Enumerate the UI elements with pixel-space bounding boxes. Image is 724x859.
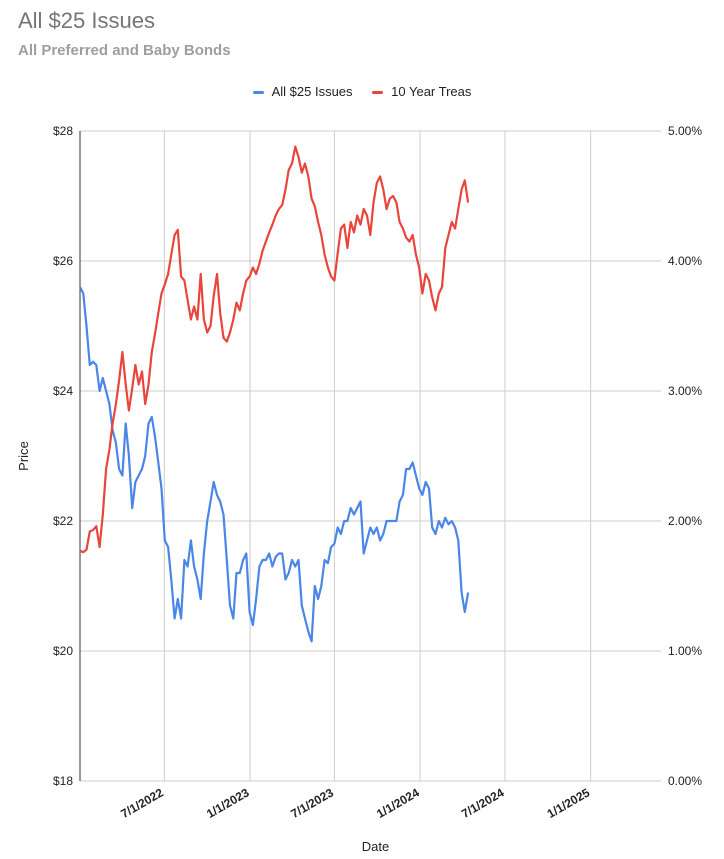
chart-legend: All $25 Issues 10 Year Treas <box>0 84 724 99</box>
series-line-0 <box>79 286 470 643</box>
chart-title: All $25 Issues <box>18 8 155 33</box>
y-left-tick-label: $24 <box>53 384 73 398</box>
x-tick-label: 1/1/2023 <box>204 785 252 821</box>
y-left-tick-label: $18 <box>53 774 73 788</box>
x-tick-label: 1/1/2025 <box>545 785 593 821</box>
y-right-tick-label: 5.00% <box>668 124 702 138</box>
y-axis-title: Price <box>16 441 31 471</box>
legend-swatch-red <box>372 91 384 95</box>
chart-subtitle: All Preferred and Baby Bonds <box>18 42 231 59</box>
y-left-tick-label: $28 <box>53 124 73 138</box>
y-right-tick-label: 2.00% <box>668 514 702 528</box>
legend-swatch-blue <box>252 91 264 95</box>
y-right-tick-label: 0.00% <box>668 774 702 788</box>
y-left-tick-label: $22 <box>53 514 73 528</box>
y-left-tick-label: $20 <box>53 644 73 658</box>
legend-item-all-25-issues[interactable]: All $25 Issues <box>252 84 353 99</box>
y-right-tick-label: 1.00% <box>668 644 702 658</box>
y-right-tick-label: 4.00% <box>668 254 702 268</box>
legend-label: All $25 Issues <box>271 84 353 99</box>
x-axis-title: Date <box>362 839 389 854</box>
series-line-1 <box>79 145 470 554</box>
x-tick-label: 7/1/2024 <box>459 785 507 821</box>
x-tick-label: 7/1/2023 <box>288 785 336 821</box>
y-left-tick-label: $26 <box>53 254 73 268</box>
x-tick-label: 7/1/2022 <box>118 785 166 821</box>
legend-item-10-year-treas[interactable]: 10 Year Treas <box>372 84 471 99</box>
y-right-tick-label: 3.00% <box>668 384 702 398</box>
x-tick-label: 1/1/2024 <box>374 785 422 821</box>
legend-label: 10 Year Treas <box>391 84 472 99</box>
